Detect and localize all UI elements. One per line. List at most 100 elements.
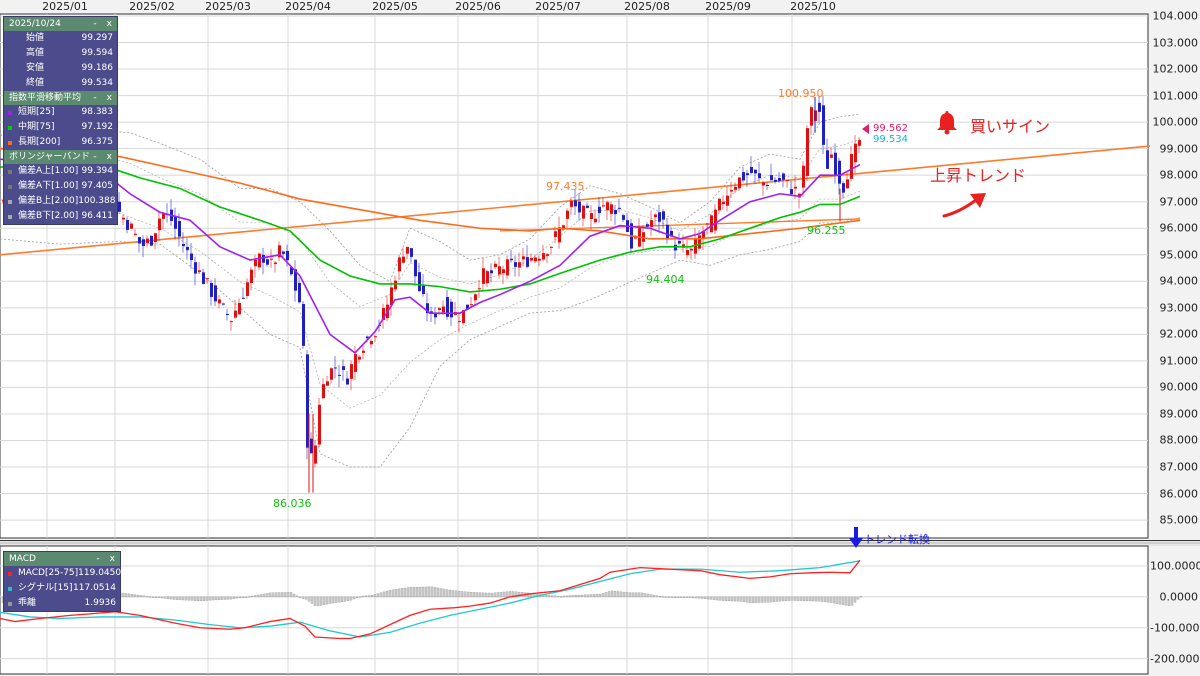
series-color-dot bbox=[8, 140, 12, 145]
ohlc-label: 終値 bbox=[26, 78, 45, 88]
price-tick-label: 85.000 bbox=[1159, 513, 1199, 527]
ohlc-date: 2025/10/24 bbox=[9, 19, 61, 29]
price-tick-label: 89.000 bbox=[1159, 407, 1199, 421]
ohlc-legend-header: 2025/10/24 - x bbox=[4, 17, 117, 31]
price-tick-label: 94.000 bbox=[1159, 274, 1199, 288]
price-tick-label: 99.000 bbox=[1159, 142, 1199, 156]
signal-label: シグナル[15] bbox=[18, 583, 73, 593]
price-tick-label: 86.000 bbox=[1159, 487, 1199, 501]
month-label: 2025/07 bbox=[535, 0, 581, 13]
price-marker-icon bbox=[862, 124, 869, 134]
month-label: 2025/03 bbox=[205, 0, 251, 13]
month-label: 2025/06 bbox=[455, 0, 501, 13]
macd-tick-label: -100.0000 bbox=[1150, 621, 1200, 635]
macd-row: MACD[25-75] 119.0450 bbox=[4, 566, 122, 581]
price-tick-label: 103.000 bbox=[1152, 36, 1199, 50]
series-color-dot bbox=[8, 571, 12, 576]
price-tick-label: 92.000 bbox=[1159, 327, 1199, 341]
macd-tick-label: 0.0000 bbox=[1159, 590, 1199, 604]
ema-value: 96.375 bbox=[81, 137, 114, 147]
ema-row-short: 短期[25] 98.383 bbox=[4, 105, 117, 120]
bb-label: 偏差B上[2.00] bbox=[18, 196, 79, 206]
ohlc-value: 99.534 bbox=[81, 78, 114, 88]
minimize-button[interactable]: - bbox=[93, 152, 97, 162]
bb-row: 偏差B下[2.00] 96.411 bbox=[4, 209, 117, 224]
ema-label: 短期[25] bbox=[18, 107, 55, 117]
bb-label: 偏差A下[1.00] bbox=[18, 181, 79, 191]
macd-tick-label: 100.0000 bbox=[1150, 559, 1200, 573]
ema-value: 97.192 bbox=[81, 122, 114, 132]
bb-value: 100.388 bbox=[78, 196, 116, 206]
bb-label: 偏差A上[1.00] bbox=[18, 166, 79, 176]
ohlc-label: 始値 bbox=[26, 33, 45, 43]
bell-icon bbox=[937, 111, 957, 135]
histogram-value: 1.9936 bbox=[84, 598, 117, 608]
ema-label: 長期[200] bbox=[18, 137, 61, 147]
series-color-dot bbox=[8, 169, 12, 174]
ema-row-long: 長期[200] 96.375 bbox=[4, 135, 117, 150]
minimize-button[interactable]: - bbox=[93, 93, 97, 103]
price-marker-b: 99.534 bbox=[873, 134, 908, 145]
month-label: 2025/01 bbox=[42, 0, 88, 13]
month-label: 2025/05 bbox=[372, 0, 418, 13]
close-button[interactable]: x bbox=[109, 554, 115, 564]
ohlc-row-low: 安値 99.186 bbox=[4, 61, 117, 76]
month-label: 2025/09 bbox=[705, 0, 751, 13]
minimize-button[interactable]: - bbox=[93, 19, 97, 29]
bb-value: 99.394 bbox=[81, 166, 114, 176]
bb-title: ボリンジャーバンド bbox=[9, 152, 90, 162]
price-chart[interactable] bbox=[0, 0, 1200, 540]
histogram-label: 乖離 bbox=[18, 598, 37, 608]
bb-legend-header: ボリンジャーバンド - x bbox=[4, 150, 117, 164]
high-price-label: 100.950 bbox=[778, 87, 824, 100]
price-tick-label: 91.000 bbox=[1159, 354, 1199, 368]
ohlc-value: 99.297 bbox=[81, 33, 114, 43]
ohlc-row-close: 終値 99.534 bbox=[4, 76, 117, 91]
macd-chart[interactable] bbox=[0, 540, 1200, 676]
macd-legend: MACD - x MACD[25-75] 119.0450 シグナル[15] 117… bbox=[3, 551, 121, 612]
minimize-button[interactable]: - bbox=[96, 554, 100, 564]
close-button[interactable]: x bbox=[106, 19, 112, 29]
price-tick-label: 104.000 bbox=[1152, 9, 1199, 23]
price-tick-label: 96.000 bbox=[1159, 221, 1199, 235]
ema-legend-header: 指数平滑移動平均 - x bbox=[4, 91, 117, 105]
bb-row: 偏差A上[1.00] 99.394 bbox=[4, 164, 117, 179]
macd-label: MACD[25-75] bbox=[18, 568, 79, 578]
up-arrow-icon bbox=[942, 193, 986, 218]
month-label: 2025/02 bbox=[129, 0, 175, 13]
series-color-dot bbox=[8, 214, 12, 219]
low-price-label: 86.036 bbox=[273, 497, 312, 510]
price-tick-label: 98.000 bbox=[1159, 168, 1199, 182]
aug-low-label: 94.404 bbox=[646, 273, 685, 286]
close-button[interactable]: x bbox=[106, 93, 112, 103]
down-arrow-icon bbox=[849, 527, 863, 548]
close-button[interactable]: x bbox=[106, 152, 112, 162]
month-label: 2025/10 bbox=[790, 0, 836, 13]
price-tick-label: 87.000 bbox=[1159, 460, 1199, 474]
signal-value: 117.0514 bbox=[73, 583, 116, 593]
uptrend-label: 上昇トレンド bbox=[930, 166, 1027, 185]
price-marker-a: 99.562 bbox=[873, 123, 908, 134]
ema-row-mid: 中期[75] 97.192 bbox=[4, 120, 117, 135]
macd-value: 119.0450 bbox=[78, 568, 122, 578]
ema-label: 中期[75] bbox=[18, 122, 55, 132]
signal-row: シグナル[15] 117.0514 bbox=[4, 581, 120, 596]
series-color-dot bbox=[8, 199, 12, 204]
bb-value: 97.405 bbox=[81, 181, 114, 191]
series-color-dot bbox=[8, 110, 12, 115]
ohlc-row-open: 始値 99.297 bbox=[4, 31, 117, 46]
series-color-dot bbox=[8, 125, 12, 130]
buy-signal-label: 買いサイン bbox=[970, 117, 1051, 136]
july-high-label: 97.435 bbox=[546, 180, 585, 193]
ema-value: 98.383 bbox=[81, 107, 114, 117]
bb-label: 偏差B下[2.00] bbox=[18, 211, 79, 221]
price-tick-label: 93.000 bbox=[1159, 301, 1199, 315]
bb-row: 偏差A下[1.00] 97.405 bbox=[4, 179, 117, 194]
ohlc-label: 高値 bbox=[26, 48, 45, 58]
ohlc-label: 安値 bbox=[26, 63, 45, 73]
price-tick-label: 95.000 bbox=[1159, 248, 1199, 262]
series-color-dot bbox=[8, 601, 12, 606]
series-color-dot bbox=[8, 586, 12, 591]
series-color-dot bbox=[8, 184, 12, 189]
